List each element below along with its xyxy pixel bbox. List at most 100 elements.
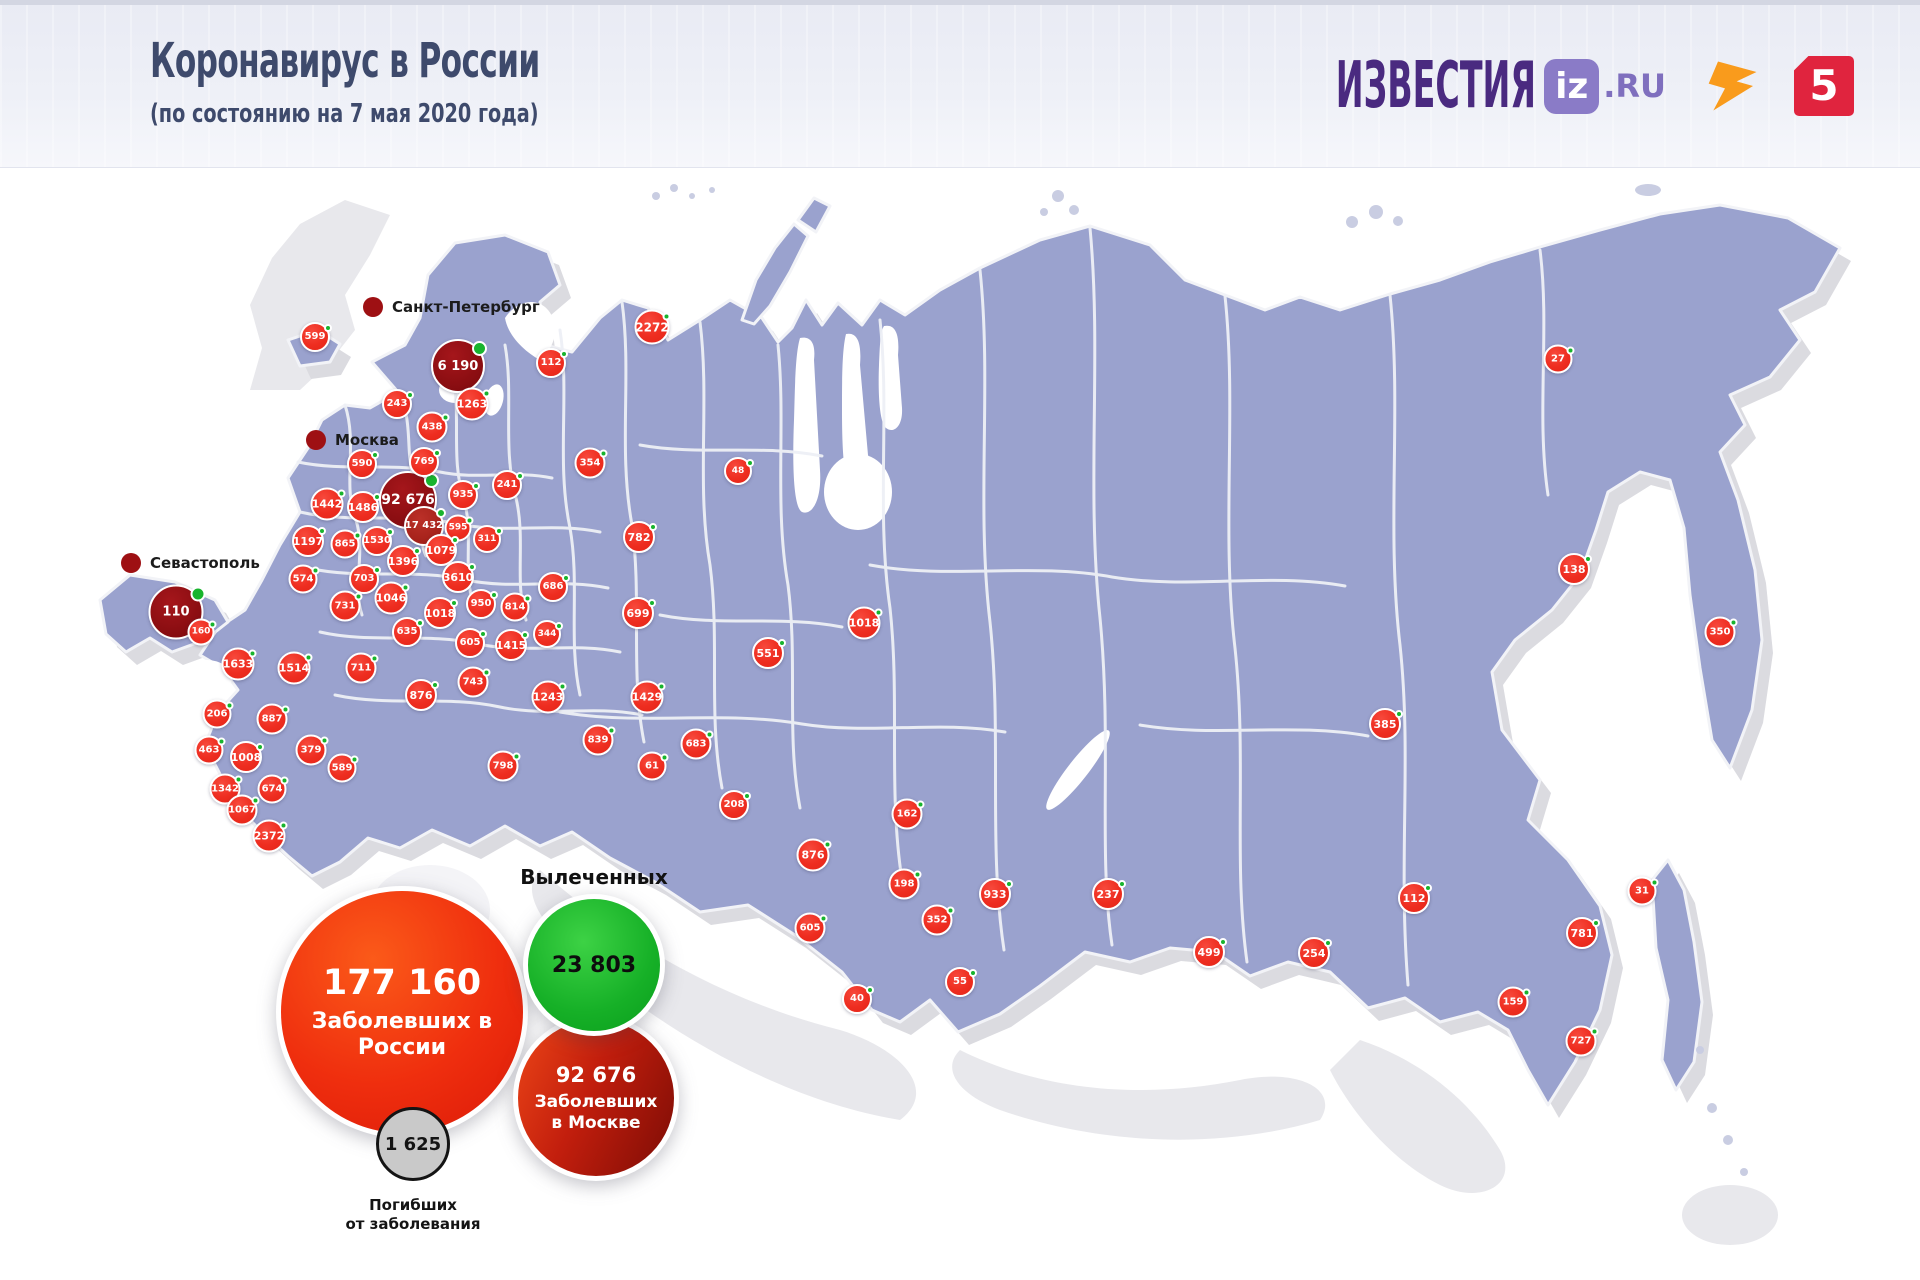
marker-value: 1514 (278, 661, 310, 675)
iz-ru-suffix: .RU (1603, 67, 1666, 105)
marker-value: 254 (1302, 946, 1326, 960)
recovered-dot-icon (472, 340, 488, 356)
marker-value: 699 (626, 606, 650, 620)
marker-value: 743 (462, 676, 484, 687)
region-marker: 1429 (630, 680, 666, 714)
region-marker: 1018 (847, 606, 883, 640)
recovered-dot-icon (450, 536, 459, 545)
marker-value: 241 (496, 479, 518, 490)
region-marker: 241 (492, 470, 525, 500)
region-marker: 699 (622, 597, 656, 629)
region-marker: 112 (536, 348, 569, 378)
region-marker: 48 (724, 457, 755, 485)
marker-value: 379 (300, 744, 322, 755)
region-marker: 31 (1627, 876, 1659, 906)
recovered-dot-icon (281, 705, 290, 714)
recovered-dot-icon (251, 796, 260, 805)
region-marker: 605 (455, 628, 488, 658)
marker-value: 1633 (222, 657, 254, 671)
recovered-dot-icon (1323, 939, 1332, 948)
recovered-dot-icon (1590, 1027, 1599, 1036)
infected-total-bubble: 177 160 Заболевших в России (276, 886, 528, 1138)
marker-value: 574 (292, 573, 314, 584)
city-label: Севастополь (121, 553, 260, 573)
marker-value: 1530 (363, 535, 391, 546)
moscow-label: Заболевших в Москве (534, 1092, 658, 1133)
region-marker: 935 (448, 480, 481, 510)
region-marker: 254 (1298, 937, 1332, 969)
marker-value: 92 676 (381, 492, 435, 508)
marker-value: 683 (685, 738, 707, 749)
recovered-dot-icon (372, 493, 381, 502)
marker-value: 686 (542, 581, 564, 592)
marker-value: 17 432 (404, 520, 444, 531)
marker-value: 354 (579, 457, 601, 468)
region-marker: 950 (466, 589, 499, 619)
recovered-dot-icon (401, 583, 410, 592)
marker-value: 1415 (495, 638, 527, 652)
page-title: Коронавирус в России (150, 33, 540, 89)
moscow-infected-bubble: 92 676 Заболевших в Москве (513, 1015, 679, 1181)
recovered-dot-icon (823, 840, 832, 849)
marker-value: 590 (351, 458, 373, 469)
recovered-dot-icon (1591, 919, 1600, 928)
region-marker: 574 (288, 564, 320, 594)
header: Коронавирус в России (по состоянию на 7 … (0, 0, 1920, 168)
marker-value: 160 (191, 626, 211, 637)
region-marker: 438 (416, 411, 450, 443)
recovered-dot-icon (599, 449, 608, 458)
region-marker: 590 (347, 449, 380, 479)
recovered-dot-icon (1566, 346, 1575, 355)
recovered-dot-icon (1218, 938, 1227, 947)
marker-value: 27 (1551, 353, 1565, 364)
region-marker: 1442 (310, 487, 346, 521)
brand-logos: ИЗВЕСТИЯ iz .RU 5 (1151, 49, 1854, 123)
region-marker: 674 (257, 774, 289, 804)
izvestia-logo: ИЗВЕСТИЯ (1336, 49, 1537, 123)
deaths-label: Погибших от заболевания (345, 1196, 481, 1233)
marker-value: 782 (627, 530, 651, 544)
region-marker: 159 (1497, 986, 1531, 1018)
region-marker: 499 (1193, 936, 1227, 968)
region-marker: 1633 (221, 647, 257, 681)
marker-value: 887 (261, 713, 283, 724)
recovered-dot-icon (1394, 710, 1403, 719)
recovered-dot-icon (647, 599, 656, 608)
recovered-dot-icon (490, 590, 499, 599)
region-marker: 1018 (424, 597, 458, 629)
region-marker: 798 (487, 750, 521, 782)
foreign-land (250, 200, 1778, 1245)
region-marker: 208 (719, 790, 752, 820)
marker-value: 208 (723, 799, 745, 810)
region-marker: 237 (1092, 878, 1126, 910)
city-name: Севастополь (150, 554, 260, 572)
region-marker: 2372 (252, 819, 288, 853)
marker-value: 48 (731, 465, 745, 476)
marker-value: 798 (492, 760, 514, 771)
region-marker: 27 (1543, 344, 1575, 374)
recovered-dot-icon (416, 618, 425, 627)
marker-value: 551 (756, 646, 780, 660)
recovered-dot-icon (520, 631, 529, 640)
region-marker: 683 (680, 728, 714, 760)
city-dot-icon (306, 430, 326, 450)
region-marker: 933 (979, 878, 1013, 910)
region-marker: 782 (623, 521, 657, 553)
region-marker: 865 (330, 529, 362, 559)
recovered-dot-icon (560, 349, 569, 358)
region-marker: 1197 (292, 525, 326, 557)
recovered-dot-icon (217, 737, 226, 746)
recovered-dot-icon (465, 516, 474, 525)
marker-value: 839 (587, 734, 609, 745)
marker-value: 112 (540, 357, 562, 368)
recovered-dot-icon (225, 701, 234, 710)
recovered-dot-icon (317, 527, 326, 536)
recovered-dot-icon (371, 450, 380, 459)
marker-value: 6 190 (437, 358, 479, 374)
marker-value: 703 (353, 573, 375, 584)
marker-value: 385 (1373, 717, 1397, 731)
region-marker: 352 (921, 904, 955, 936)
recovered-dot-icon (441, 413, 450, 422)
recovered-dot-icon (660, 753, 669, 762)
